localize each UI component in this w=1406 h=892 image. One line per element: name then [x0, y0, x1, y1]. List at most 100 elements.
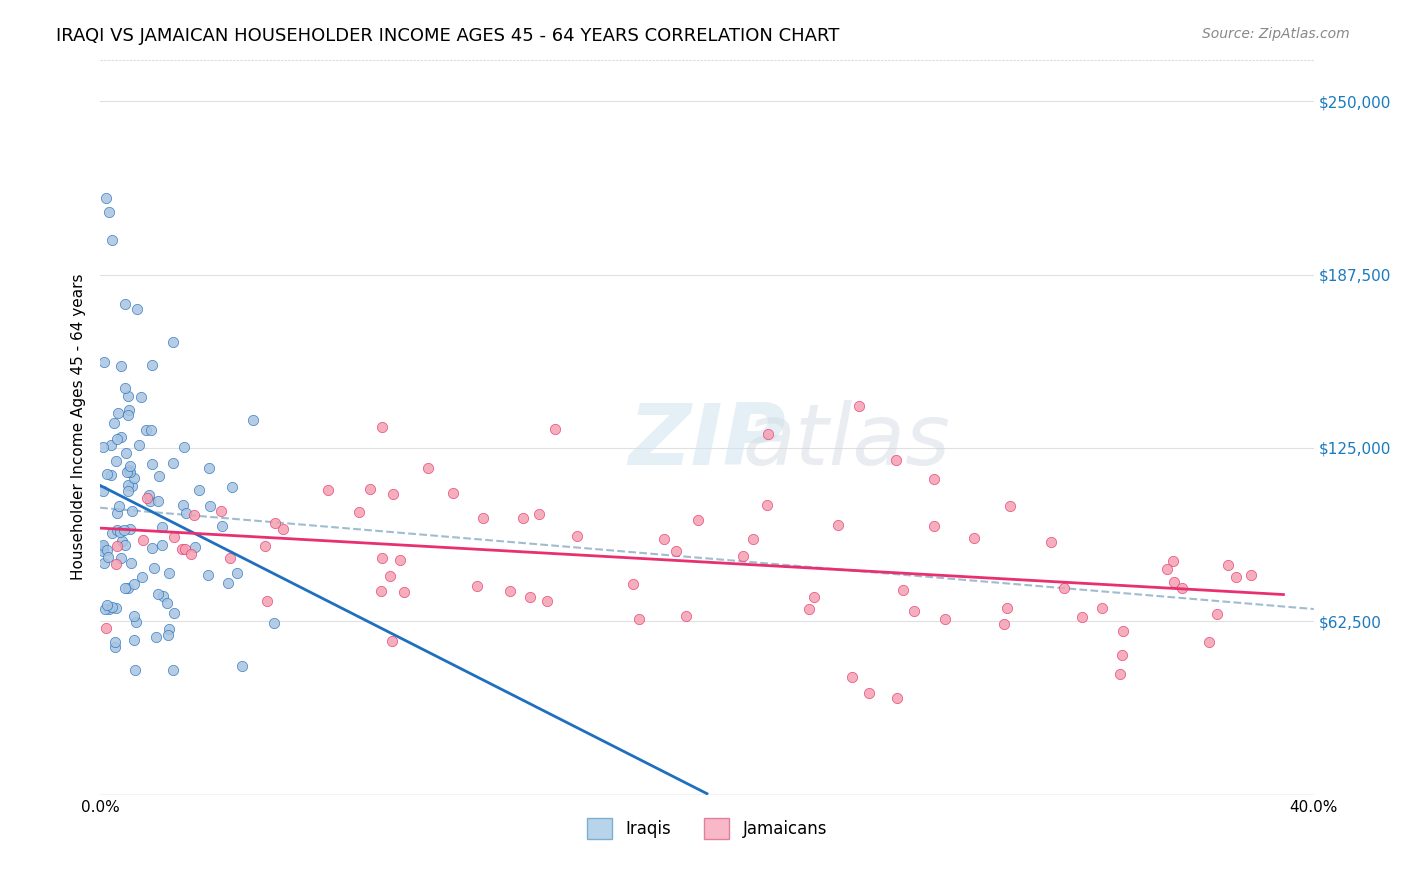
Point	[858, 686, 880, 700]
Point	[150, 538, 173, 552]
Point	[105, 433, 128, 447]
Point	[105, 506, 128, 520]
Point	[143, 561, 166, 575]
Point	[183, 508, 205, 522]
Point	[96, 599, 118, 613]
Point	[157, 566, 180, 580]
Point	[472, 511, 495, 525]
Point	[118, 458, 141, 473]
Point	[121, 503, 143, 517]
Point	[733, 549, 755, 564]
Point	[122, 576, 145, 591]
Point	[803, 590, 825, 604]
Point	[112, 523, 135, 537]
Point	[162, 663, 184, 677]
Point	[884, 452, 907, 467]
Point	[371, 551, 394, 566]
Point	[512, 511, 534, 525]
Point	[211, 519, 233, 533]
Point	[122, 633, 145, 648]
Point	[1156, 562, 1178, 576]
Point	[370, 583, 392, 598]
Point	[627, 611, 650, 625]
Point	[91, 484, 114, 499]
Point	[100, 438, 122, 452]
Point	[118, 522, 141, 536]
Point	[198, 461, 221, 475]
Point	[145, 630, 167, 644]
Y-axis label: Householder Income Ages 45 - 64 years: Householder Income Ages 45 - 64 years	[72, 274, 86, 581]
Text: atlas: atlas	[742, 401, 950, 483]
Point	[188, 483, 211, 497]
Point	[108, 499, 131, 513]
Point	[101, 599, 124, 614]
Point	[174, 506, 197, 520]
Point	[380, 568, 402, 582]
Point	[150, 520, 173, 534]
Point	[371, 420, 394, 434]
Point	[100, 467, 122, 482]
Point	[173, 441, 195, 455]
Point	[139, 494, 162, 508]
Point	[107, 406, 129, 420]
Point	[1218, 558, 1240, 572]
Point	[231, 659, 253, 673]
Point	[742, 532, 765, 546]
Point	[146, 587, 169, 601]
Point	[827, 517, 849, 532]
Point	[135, 491, 157, 505]
Point	[256, 593, 278, 607]
Point	[519, 591, 541, 605]
Point	[1161, 554, 1184, 568]
Point	[893, 583, 915, 598]
Point	[221, 480, 243, 494]
Point	[117, 389, 139, 403]
Point	[114, 538, 136, 552]
Point	[131, 570, 153, 584]
Point	[1205, 607, 1227, 621]
Point	[903, 604, 925, 618]
Point	[1053, 581, 1076, 595]
Point	[174, 541, 197, 556]
Point	[96, 191, 118, 205]
Point	[96, 467, 118, 482]
Point	[1109, 667, 1132, 681]
Point	[115, 446, 138, 460]
Point	[114, 381, 136, 395]
Point	[1091, 601, 1114, 615]
Text: ZIP: ZIP	[628, 401, 786, 483]
Point	[529, 507, 551, 521]
Point	[132, 533, 155, 548]
Point	[141, 541, 163, 555]
Point	[141, 423, 163, 437]
Point	[934, 612, 956, 626]
Point	[756, 427, 779, 442]
Point	[1225, 569, 1247, 583]
Point	[122, 609, 145, 624]
Point	[848, 400, 870, 414]
Point	[105, 454, 128, 468]
Point	[101, 233, 124, 247]
Point	[108, 524, 131, 539]
Point	[841, 670, 863, 684]
Point	[349, 505, 371, 519]
Point	[162, 334, 184, 349]
Point	[91, 544, 114, 558]
Point	[103, 416, 125, 430]
Point	[467, 578, 489, 592]
Point	[263, 516, 285, 531]
Point	[114, 296, 136, 310]
Point	[120, 556, 142, 570]
Point	[567, 529, 589, 543]
Point	[101, 526, 124, 541]
Point	[886, 690, 908, 705]
Point	[117, 581, 139, 595]
Point	[125, 302, 148, 317]
Point	[105, 523, 128, 537]
Point	[225, 566, 247, 580]
Point	[652, 532, 675, 546]
Point	[170, 542, 193, 557]
Point	[389, 552, 412, 566]
Text: IRAQI VS JAMAICAN HOUSEHOLDER INCOME AGES 45 - 64 YEARS CORRELATION CHART: IRAQI VS JAMAICAN HOUSEHOLDER INCOME AGE…	[56, 27, 839, 45]
Point	[536, 593, 558, 607]
